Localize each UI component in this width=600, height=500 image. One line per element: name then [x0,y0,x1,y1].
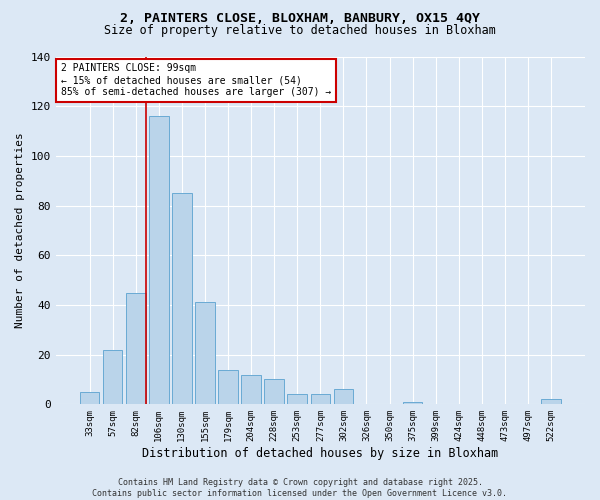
Bar [80,392,100,404]
Bar [334,390,353,404]
Bar [265,380,284,404]
Text: Contains HM Land Registry data © Crown copyright and database right 2025.
Contai: Contains HM Land Registry data © Crown c… [92,478,508,498]
Text: Size of property relative to detached houses in Bloxham: Size of property relative to detached ho… [104,24,496,37]
Bar [149,116,169,405]
Bar [287,394,307,404]
Bar [541,400,561,404]
X-axis label: Distribution of detached houses by size in Bloxham: Distribution of detached houses by size … [142,447,499,460]
Y-axis label: Number of detached properties: Number of detached properties [15,132,25,328]
Bar [172,193,191,404]
Text: 2 PAINTERS CLOSE: 99sqm
← 15% of detached houses are smaller (54)
85% of semi-de: 2 PAINTERS CLOSE: 99sqm ← 15% of detache… [61,64,331,96]
Bar [403,402,422,404]
Bar [195,302,215,404]
Bar [218,370,238,404]
Bar [311,394,330,404]
Bar [103,350,122,405]
Bar [126,292,146,405]
Text: 2, PAINTERS CLOSE, BLOXHAM, BANBURY, OX15 4QY: 2, PAINTERS CLOSE, BLOXHAM, BANBURY, OX1… [120,12,480,26]
Bar [241,374,261,404]
